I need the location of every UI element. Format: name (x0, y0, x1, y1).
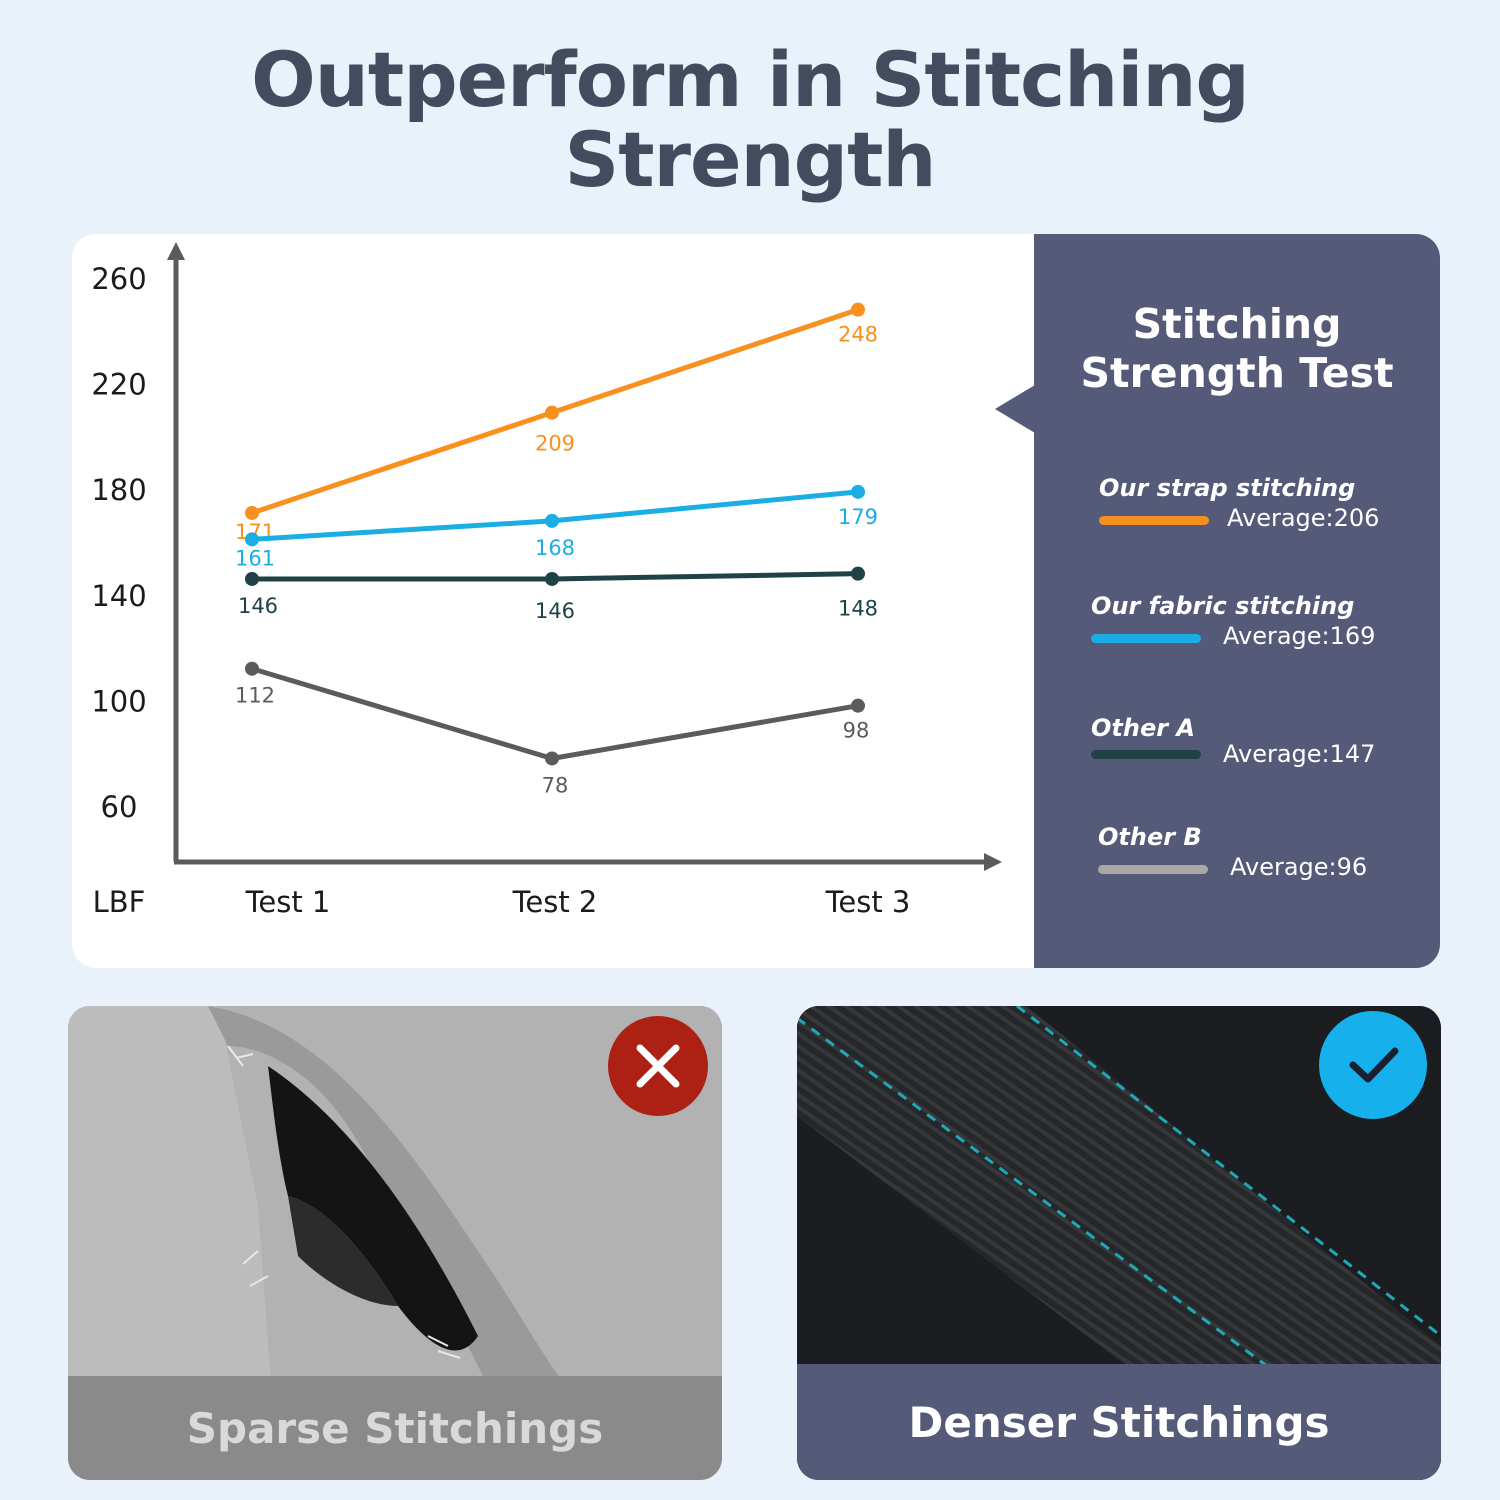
legend-series-name: Our fabric stitching (1091, 592, 1355, 620)
checkmark-icon (1349, 1047, 1399, 1083)
data-label: 146 (238, 594, 278, 618)
headline-line-2: Strength (564, 115, 936, 204)
data-label: 112 (235, 684, 275, 708)
legend-swatch-dark-teal (1091, 750, 1201, 759)
legend-series-name: Our strap stitching (1099, 474, 1356, 502)
x-tick-label: Test 3 (825, 885, 911, 919)
y-tick-label: 140 (91, 579, 146, 613)
x-mark-icon (636, 1044, 680, 1088)
data-point (851, 698, 865, 713)
y-tick-label: 260 (91, 262, 146, 296)
y-tick-label: 60 (101, 790, 138, 824)
data-point (851, 484, 865, 499)
data-label: 179 (838, 505, 878, 529)
sparse-stitching-photo: Sparse Stitchings (68, 1006, 722, 1480)
legend-series-name: Other B (1098, 823, 1202, 851)
headline-line-1: Outperform in Stitching (251, 35, 1250, 124)
legend-average: Average:169 (1223, 622, 1376, 650)
y-axis-arrow (167, 242, 185, 260)
legend-panel: Stitching Strength Test Our strap stitch… (1034, 234, 1440, 968)
data-label: 148 (838, 597, 878, 621)
data-point (245, 661, 259, 676)
data-point (545, 513, 559, 528)
y-unit-label: LBF (93, 885, 146, 919)
data-label: 78 (542, 773, 569, 797)
data-label: 146 (535, 599, 575, 623)
data-point (851, 566, 865, 581)
legend-average: Average:147 (1223, 740, 1376, 768)
x-mark-badge (608, 1016, 708, 1116)
data-point (545, 751, 559, 766)
legend-swatch-orange (1099, 516, 1209, 525)
legend-pointer (995, 385, 1035, 433)
data-point (545, 405, 559, 420)
dense-stitching-photo: Denser Stitchings (797, 1006, 1441, 1480)
data-label: 98 (843, 719, 870, 743)
data-point (851, 302, 865, 317)
dense-caption: Denser Stitchings (797, 1364, 1441, 1480)
data-label: 248 (838, 323, 878, 347)
data-point (545, 571, 559, 586)
x-tick-label: Test 2 (512, 885, 598, 919)
data-label: 168 (535, 536, 575, 560)
data-label: 161 (235, 546, 275, 570)
x-axis-arrow (984, 853, 1002, 871)
legend-title: Stitching Strength Test (1080, 300, 1394, 397)
y-tick-label: 100 (91, 684, 146, 718)
y-tick-label: 180 (91, 473, 146, 507)
data-point (245, 532, 259, 547)
checkmark-badge (1319, 1011, 1427, 1119)
series-line (249, 666, 861, 761)
legend-average: Average:96 (1230, 853, 1368, 881)
headline: Outperform in Stitching Strength (0, 40, 1500, 200)
y-tick-label: 220 (91, 368, 146, 402)
legend-swatch-blue (1091, 634, 1201, 643)
sparse-caption: Sparse Stitchings (68, 1376, 722, 1480)
legend-series-name: Other A (1091, 714, 1196, 742)
legend-average: Average:206 (1227, 504, 1380, 532)
data-point (245, 505, 259, 520)
data-point (245, 571, 259, 586)
line-chart: 60 100 140 180 220 260 LBF Test 1 Test 2 Test 3 17… (91, 242, 1002, 919)
x-tick-label: Test 1 (245, 885, 331, 919)
legend-swatch-gray (1098, 865, 1208, 874)
data-label: 209 (535, 432, 575, 456)
